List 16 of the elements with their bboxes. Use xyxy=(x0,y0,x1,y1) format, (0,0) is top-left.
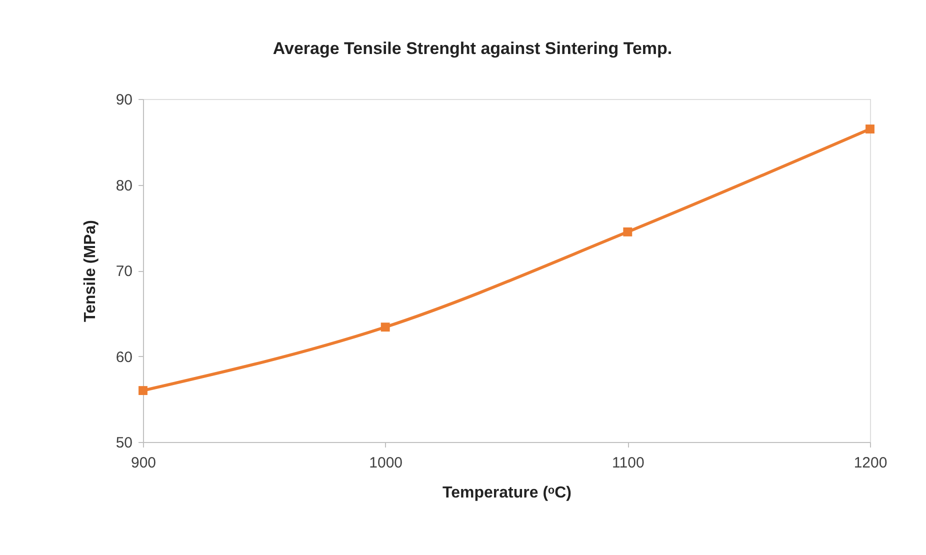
x-tick-label: 1100 xyxy=(612,454,644,472)
y-tick-label: 90 xyxy=(116,92,132,108)
point xyxy=(866,124,874,134)
y-axis-title: Tensile (MPa) xyxy=(82,220,99,322)
point xyxy=(380,322,390,332)
y-tick-label: 80 xyxy=(116,177,132,194)
point xyxy=(138,386,148,396)
x-tick-label: 1000 xyxy=(369,454,403,472)
point xyxy=(623,227,632,236)
x-tick-label: 900 xyxy=(130,454,156,472)
y-tick-label: 50 xyxy=(116,434,132,452)
x-axis-title: Temperature (ᵒC) xyxy=(442,484,572,502)
y-tick-label: 60 xyxy=(116,348,132,366)
chart-title: Average Tensile Strenght against Sintering Temp. xyxy=(272,39,672,58)
y-tick-label: 70 xyxy=(116,263,132,280)
x-tick-label: 1200 xyxy=(854,454,888,472)
